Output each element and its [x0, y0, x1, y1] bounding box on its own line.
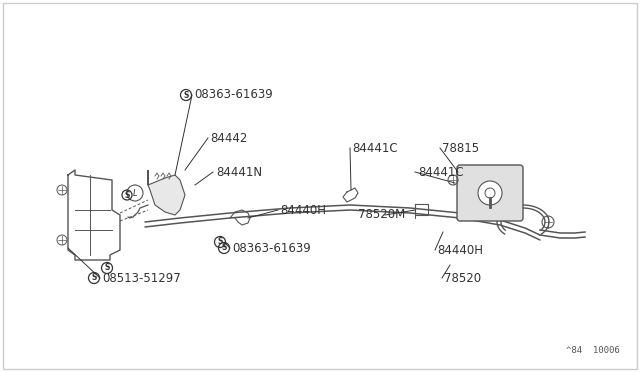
Text: L: L: [132, 189, 138, 198]
Text: 84441N: 84441N: [216, 166, 262, 179]
Text: 78520M: 78520M: [358, 208, 405, 221]
Text: S: S: [92, 273, 97, 282]
Text: 78520: 78520: [444, 272, 481, 285]
Text: 08363-61639: 08363-61639: [232, 241, 311, 254]
Text: S: S: [104, 263, 109, 273]
Text: 08513-51297: 08513-51297: [102, 272, 180, 285]
Text: 84440H: 84440H: [437, 244, 483, 257]
Circle shape: [127, 185, 143, 201]
Circle shape: [478, 181, 502, 205]
Text: 78815: 78815: [442, 141, 479, 154]
Text: S: S: [124, 190, 130, 199]
Text: 08363-61639: 08363-61639: [194, 89, 273, 102]
Polygon shape: [148, 170, 185, 215]
Text: 84441C: 84441C: [418, 166, 463, 179]
Text: ^84  10006: ^84 10006: [566, 346, 620, 355]
Text: S: S: [221, 244, 227, 253]
Text: 84441C: 84441C: [352, 141, 397, 154]
Text: 84442: 84442: [210, 131, 248, 144]
Text: S: S: [218, 237, 223, 247]
FancyBboxPatch shape: [457, 165, 523, 221]
Text: 84440H: 84440H: [280, 203, 326, 217]
Text: S: S: [183, 90, 189, 99]
